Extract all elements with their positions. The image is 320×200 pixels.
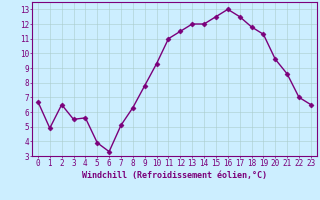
X-axis label: Windchill (Refroidissement éolien,°C): Windchill (Refroidissement éolien,°C) — [82, 171, 267, 180]
